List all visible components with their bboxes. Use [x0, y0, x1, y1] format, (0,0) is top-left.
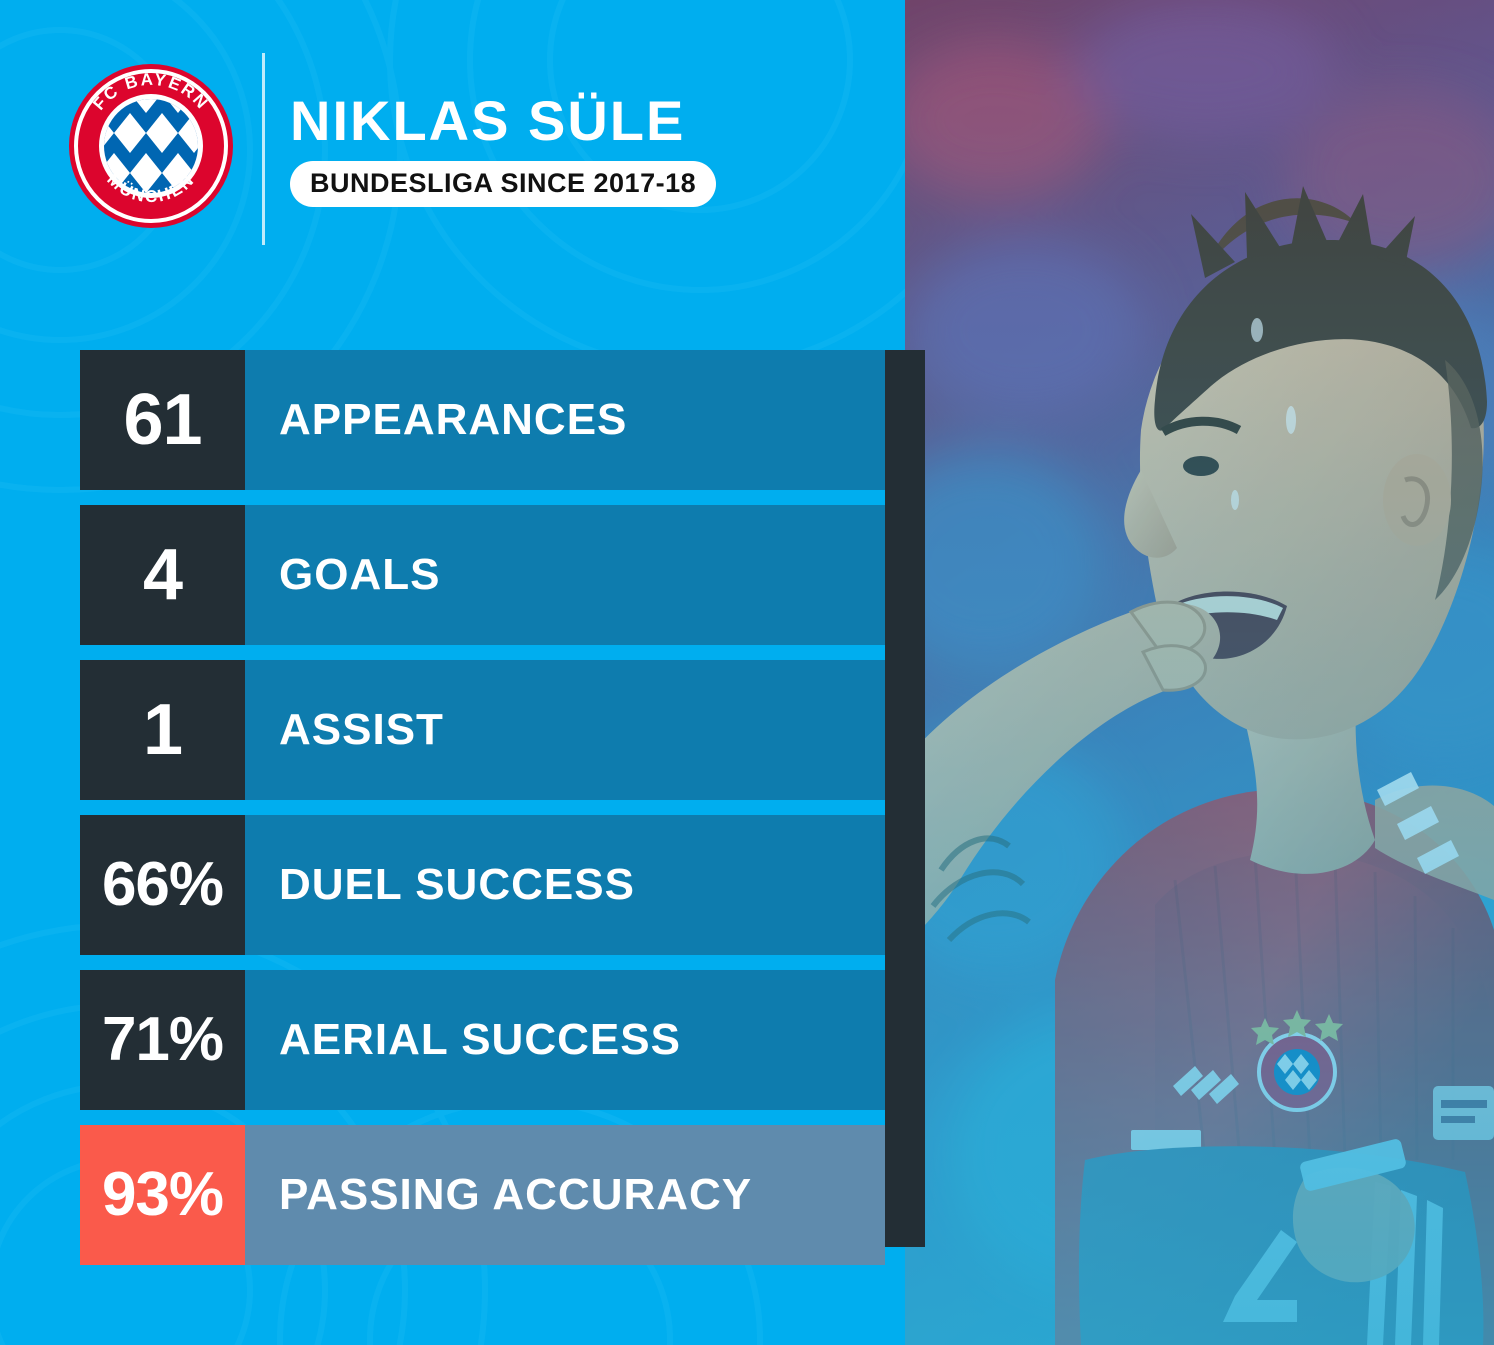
- stat-label: ASSIST: [279, 705, 444, 754]
- stat-value-box: 4: [80, 505, 245, 645]
- stats-list: 61 APPEARANCES 4 GOALS 1 ASSIST 66%: [80, 350, 885, 1265]
- stat-value: 93%: [101, 1160, 224, 1229]
- player-photo-illustration: [905, 0, 1494, 1345]
- stat-label: AERIAL SUCCESS: [279, 1015, 681, 1064]
- fc-bayern-crest-icon: FC BAYERN MÜNCHEN: [68, 63, 234, 229]
- stat-label-bar-highlighted: PASSING ACCURACY: [245, 1125, 885, 1265]
- stat-value: 4: [142, 535, 183, 615]
- stat-row-appearances: 61 APPEARANCES: [80, 350, 885, 490]
- stat-label-bar: ASSIST: [245, 660, 885, 800]
- header-divider: [262, 53, 265, 245]
- title-block: NIKLAS SÜLE BUNDESLIGA SINCE 2017-18: [290, 89, 870, 207]
- stat-value-box: 66%: [80, 815, 245, 955]
- stat-label-bar: DUEL SUCCESS: [245, 815, 885, 955]
- stat-value: 1: [142, 690, 183, 770]
- stats-dark-edge: [885, 350, 925, 1247]
- stat-value: 71%: [101, 1005, 224, 1074]
- player-photo: [905, 0, 1494, 1345]
- stat-label-bar: APPEARANCES: [245, 350, 885, 490]
- stat-value: 66%: [101, 850, 224, 919]
- stat-row-aerial-success: 71% AERIAL SUCCESS: [80, 970, 885, 1110]
- stat-label-bar: AERIAL SUCCESS: [245, 970, 885, 1110]
- stat-label-bar: GOALS: [245, 505, 885, 645]
- stat-row-passing-accuracy: 93% PASSING ACCURACY: [80, 1125, 885, 1265]
- stat-value: 61: [123, 380, 202, 460]
- stat-label: DUEL SUCCESS: [279, 860, 635, 909]
- stat-label: GOALS: [279, 550, 441, 599]
- header: FC BAYERN MÜNCHEN NIKLAS SÜLE BUNDESLIGA…: [0, 0, 905, 300]
- stat-label: PASSING ACCURACY: [279, 1170, 753, 1219]
- stat-row-duel-success: 66% DUEL SUCCESS: [80, 815, 885, 955]
- stat-row-assist: 1 ASSIST: [80, 660, 885, 800]
- stat-value-box: 1: [80, 660, 245, 800]
- page-title: NIKLAS SÜLE: [290, 89, 686, 152]
- stat-value-box: 71%: [80, 970, 245, 1110]
- stat-value-box: 61: [80, 350, 245, 490]
- stat-value-box-highlighted: 93%: [80, 1125, 245, 1265]
- subtitle-badge: BUNDESLIGA SINCE 2017-18: [290, 160, 717, 207]
- stat-label: APPEARANCES: [279, 395, 628, 444]
- stat-row-goals: 4 GOALS: [80, 505, 885, 645]
